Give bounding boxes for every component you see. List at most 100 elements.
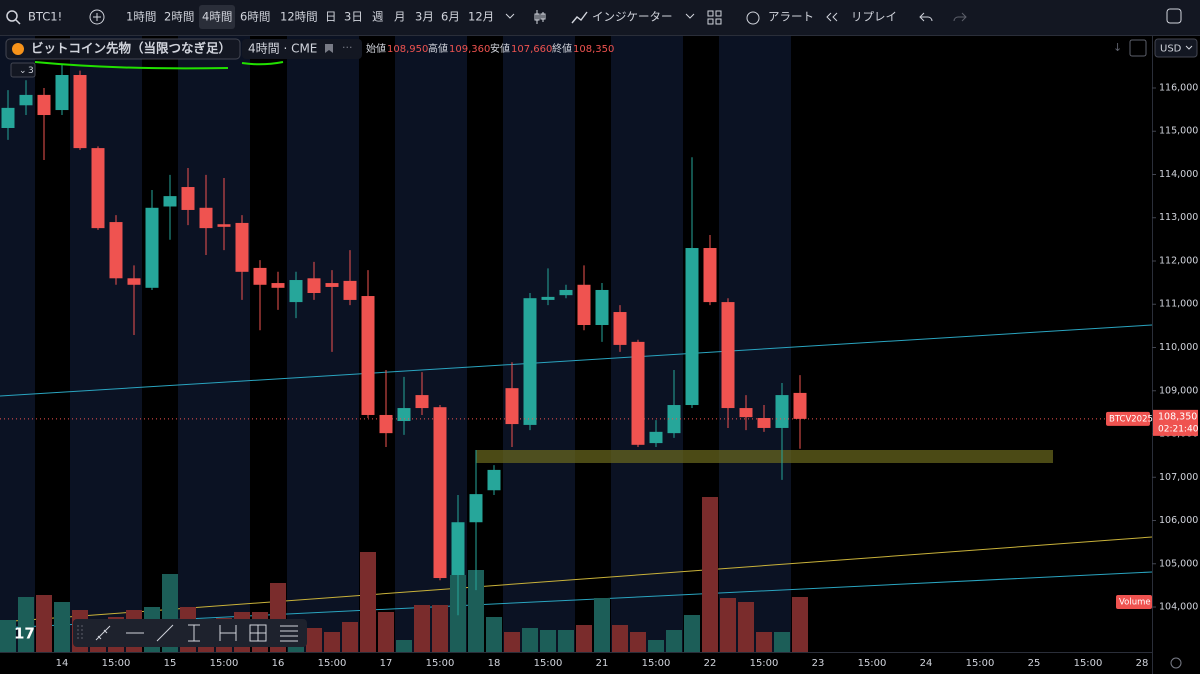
candle-body	[631, 341, 645, 445]
candle-body	[541, 296, 555, 300]
candle-body	[559, 289, 573, 296]
collapse: ⌄	[19, 66, 27, 76]
interval[interactable]: 6月	[441, 10, 460, 24]
interval[interactable]: 3日	[344, 10, 363, 24]
y-tick-label: 104,000	[1159, 602, 1198, 613]
volume-bar	[594, 598, 610, 652]
volume-bar	[342, 622, 358, 652]
interval[interactable]: 日	[325, 10, 337, 24]
volume-bar	[702, 497, 718, 652]
scroll[interactable]: ↓	[1113, 41, 1122, 54]
toolbar-button[interactable]: インジケーター	[592, 10, 673, 24]
undo[interactable]	[919, 12, 933, 22]
volume-bar	[540, 630, 556, 652]
volume-bar	[468, 570, 484, 652]
candle-body	[271, 283, 285, 288]
tool[interactable]	[280, 625, 298, 642]
ohlc: 始値 108,950 高値 109,360 安値 107,660 終値 108,350	[366, 42, 614, 55]
tool[interactable]	[188, 624, 200, 642]
symbol[interactable]: BTC1!	[28, 10, 62, 24]
y-tick-label: 114,000	[1159, 169, 1198, 180]
candle-body	[415, 395, 429, 409]
legend-title: ビットコイン先物（当限つなぎ足）	[31, 41, 231, 56]
volume-bar	[684, 615, 700, 652]
y-tick-label: 115,000	[1159, 126, 1198, 137]
more[interactable]: ···	[342, 41, 353, 54]
candle-body	[127, 278, 141, 285]
interval-menu[interactable]	[505, 13, 515, 19]
toolbar-button[interactable]: リプレイ	[851, 10, 897, 24]
volume-bar	[396, 640, 412, 652]
x-tick-label: 25	[1028, 658, 1041, 669]
volume-bar	[378, 612, 394, 652]
tool[interactable]	[95, 625, 111, 641]
layout-icon[interactable]	[707, 10, 722, 25]
settings-icon[interactable]	[1170, 657, 1182, 669]
add-symbol[interactable]	[89, 9, 105, 25]
menu[interactable]	[685, 13, 695, 19]
y-tick-label: 112,000	[1159, 255, 1198, 266]
search-icon[interactable]	[6, 10, 18, 22]
legend-interval: 4時間 · CME	[248, 42, 317, 56]
grip[interactable]	[77, 625, 83, 641]
candle-body	[163, 196, 177, 207]
currency-box[interactable]	[1154, 38, 1198, 58]
interval[interactable]: 月	[394, 10, 406, 24]
candle-body	[793, 392, 807, 419]
candle-body	[577, 284, 591, 326]
alert-icon[interactable]	[746, 11, 760, 25]
logo[interactable]: 17	[14, 625, 35, 643]
add-symbol[interactable]	[93, 13, 101, 21]
candle-body	[685, 248, 699, 406]
x-tick-label: 15:00	[966, 658, 995, 669]
ohlc-value: 107,660	[511, 44, 552, 55]
volume-bar	[360, 552, 376, 652]
search-icon[interactable]	[15, 19, 21, 25]
active-interval[interactable]	[199, 5, 235, 29]
candle-body	[145, 207, 159, 288]
legend-box[interactable]	[5, 38, 241, 60]
tool[interactable]	[249, 624, 267, 642]
indicator-icon[interactable]	[571, 11, 588, 24]
toolbar-button[interactable]: アラート	[768, 10, 814, 24]
candle-body	[19, 94, 33, 106]
volume-bar	[522, 628, 538, 652]
x-tick-label: 15:00	[534, 658, 563, 669]
chart-type[interactable]	[534, 10, 546, 24]
volume-bar	[504, 632, 520, 652]
x-tick-label: 14	[56, 658, 69, 669]
candle-body	[235, 222, 249, 272]
screenshot[interactable]	[1166, 8, 1182, 24]
candle-body	[1, 107, 15, 128]
interval[interactable]: 1時間	[126, 10, 156, 24]
interval[interactable]: 2時間	[164, 10, 194, 24]
candle-body	[91, 148, 105, 229]
interval[interactable]: 3月	[415, 10, 434, 24]
x-tick-label: 15	[164, 658, 177, 669]
replay-icon[interactable]	[826, 12, 838, 22]
tool[interactable]	[219, 625, 237, 641]
settings[interactable]	[1129, 39, 1147, 57]
interval[interactable]: 6時間	[240, 10, 270, 24]
volume-bar	[720, 598, 736, 652]
candle-body	[289, 280, 303, 303]
candle-body	[379, 414, 393, 434]
band	[0, 36, 35, 652]
last-price: 108,350	[1158, 411, 1197, 422]
candle-body	[613, 312, 627, 345]
candle-body	[343, 280, 357, 300]
badge-box[interactable]	[10, 62, 36, 78]
interval[interactable]: 4時間	[202, 10, 232, 24]
tool[interactable]	[156, 624, 174, 642]
y-tick-label: 111,000	[1159, 299, 1198, 310]
redo[interactable]	[953, 12, 967, 22]
candle-body	[55, 75, 69, 111]
interval[interactable]: 週	[372, 10, 384, 24]
candle-body	[757, 418, 771, 428]
interval[interactable]: 12時間	[280, 10, 318, 24]
volume-bar	[666, 630, 682, 652]
symbol-tag: BTCV2025	[1109, 414, 1153, 424]
interval[interactable]: 12月	[468, 10, 494, 24]
currency: USD	[1160, 44, 1182, 55]
x-tick-label: 18	[488, 658, 501, 669]
